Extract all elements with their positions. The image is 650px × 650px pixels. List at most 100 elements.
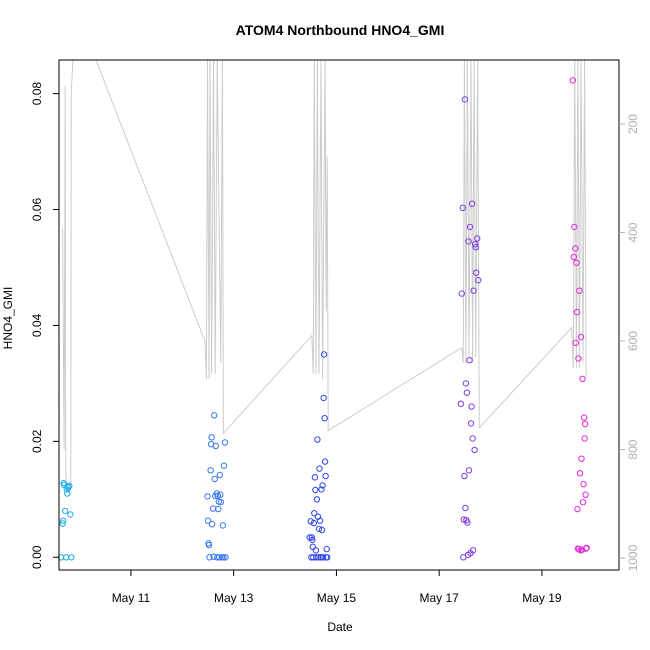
series-flight-4 <box>457 96 482 561</box>
data-point <box>475 277 482 284</box>
data-point <box>471 446 478 454</box>
data-point <box>318 486 325 493</box>
data-point <box>68 554 75 561</box>
data-point <box>472 244 479 251</box>
data-point <box>216 471 224 479</box>
data-point <box>313 496 321 503</box>
data-point <box>461 96 469 103</box>
x-tick-label: May 19 <box>522 591 562 605</box>
data-point <box>316 465 323 472</box>
y-tick-label: 0.08 <box>30 82 44 106</box>
data-point <box>471 241 479 248</box>
data-point <box>463 389 471 396</box>
data-point <box>321 458 329 465</box>
data-point <box>582 491 589 498</box>
data-point <box>64 490 71 497</box>
axes: May 11 May 13 May 15 May 17 May 19 0.00 0.02 0.… <box>30 59 640 605</box>
data-point <box>222 554 229 561</box>
y-tick-label: 0.02 <box>30 429 44 453</box>
data-point <box>66 482 73 490</box>
data-point <box>217 499 225 506</box>
chart-title: ATOM4 Northbound HNO4_GMI <box>236 22 445 38</box>
y2-tick-label: 400 <box>626 222 640 242</box>
data-point <box>316 517 324 524</box>
data-point <box>573 259 580 266</box>
data-point <box>324 554 331 561</box>
data-point <box>466 223 474 231</box>
x-axis-label: Date <box>327 620 353 634</box>
data-point <box>465 238 472 245</box>
data-point <box>61 507 69 515</box>
y2-tick-label: 800 <box>626 439 640 459</box>
plot-frame <box>58 59 620 571</box>
data-point <box>468 403 475 410</box>
data-point <box>322 472 329 480</box>
data-point <box>208 521 216 528</box>
data-point <box>469 547 477 554</box>
data-point <box>572 339 579 346</box>
data-point <box>576 287 583 294</box>
data-point <box>320 351 328 358</box>
data-point <box>220 554 227 561</box>
data-point <box>315 525 323 533</box>
data-point <box>318 526 326 534</box>
data-point <box>216 554 223 561</box>
data-point <box>207 467 214 474</box>
data-point <box>462 504 469 512</box>
data-point <box>569 77 576 84</box>
y2-tick-label: 200 <box>626 114 640 134</box>
data-point <box>67 511 74 518</box>
y-tick-label: 0.00 <box>30 545 44 569</box>
data-point <box>221 439 229 446</box>
data-point <box>465 467 473 474</box>
data-point <box>209 505 217 512</box>
y-axis-label: HNO4_GMI <box>1 287 15 350</box>
data-point <box>308 534 315 541</box>
data-point <box>307 518 314 525</box>
data-point <box>319 482 326 489</box>
data-point <box>583 544 590 552</box>
data-point <box>467 420 475 427</box>
data-point <box>311 474 319 481</box>
data-point <box>458 290 465 297</box>
data-point <box>220 462 228 469</box>
data-point <box>579 499 587 506</box>
data-point <box>312 486 319 494</box>
data-points <box>57 77 590 561</box>
data-point <box>581 420 589 428</box>
data-point <box>312 547 320 554</box>
data-point <box>459 204 466 212</box>
data-point <box>313 554 320 561</box>
data-point <box>575 545 583 553</box>
data-point <box>310 519 317 527</box>
y2-tick-label: 600 <box>626 331 640 351</box>
x-tick-label: May 17 <box>420 591 460 605</box>
series-flight-1 <box>57 479 75 561</box>
data-point <box>571 223 578 231</box>
data-point <box>208 434 215 441</box>
x-tick-label: May 11 <box>112 591 151 605</box>
data-point <box>211 412 218 419</box>
data-point <box>461 472 468 480</box>
data-point <box>581 435 588 442</box>
data-point <box>204 517 212 524</box>
x-tick-label: May 13 <box>214 591 254 605</box>
series-flight-5 <box>569 77 590 554</box>
data-point <box>570 253 577 261</box>
data-point <box>205 541 213 549</box>
data-point <box>577 333 585 341</box>
data-point <box>470 287 477 294</box>
y-tick-label: 0.04 <box>30 313 44 337</box>
data-point <box>311 510 318 517</box>
data-point <box>309 536 316 544</box>
data-point <box>573 308 581 316</box>
data-point <box>309 543 316 550</box>
x-tick-label: May 15 <box>317 591 357 605</box>
data-point <box>578 455 585 462</box>
data-point <box>204 493 211 500</box>
data-point <box>211 475 218 483</box>
data-point <box>575 355 582 362</box>
data-point <box>219 522 227 529</box>
data-point <box>474 235 481 242</box>
